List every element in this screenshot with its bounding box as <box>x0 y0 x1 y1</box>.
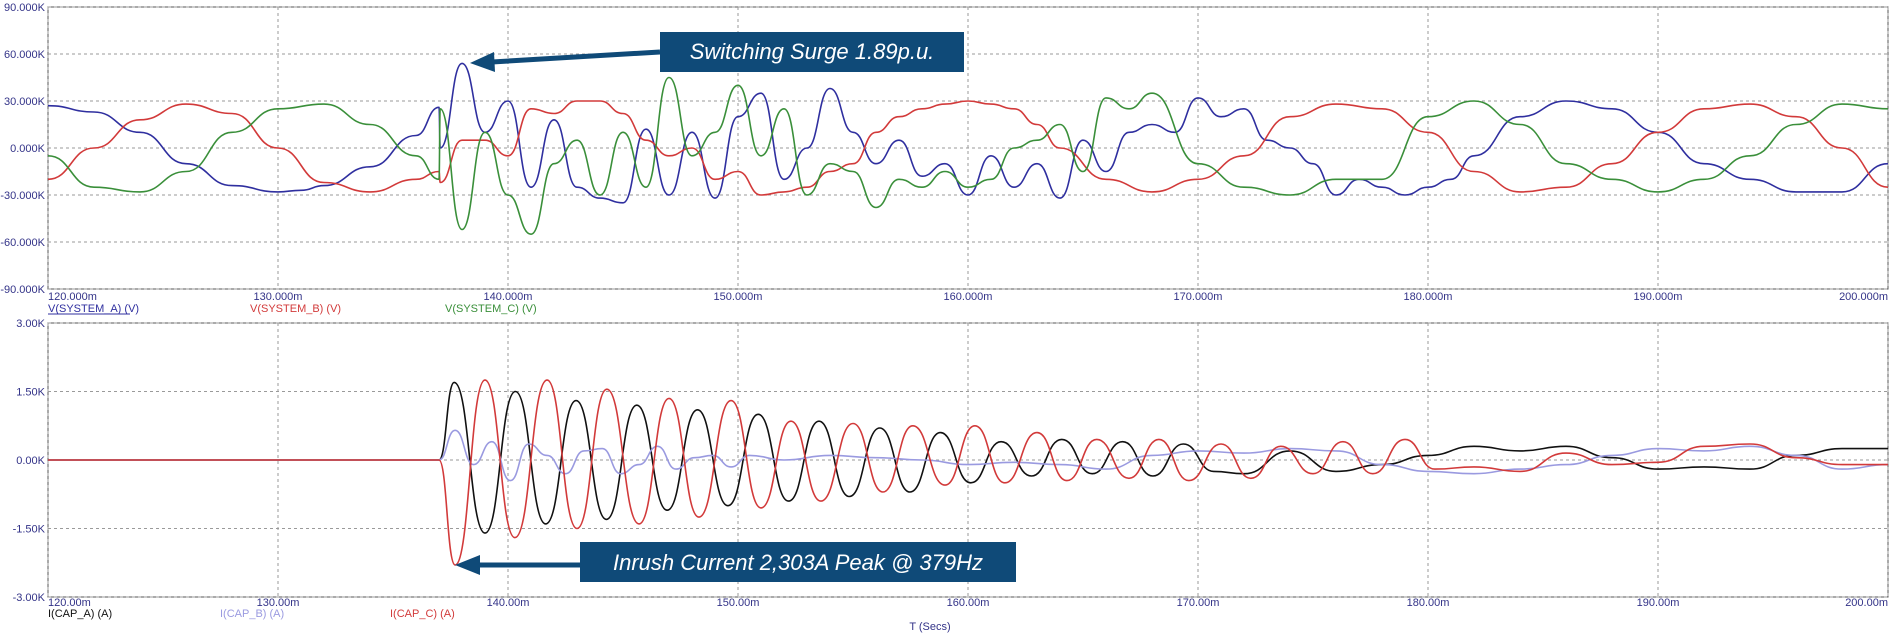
x-tick-label: 140.000m <box>484 291 533 303</box>
inrush-callout-text: Inrush Current 2,303A Peak @ 379Hz <box>613 550 983 575</box>
x-tick-label: 200.00m <box>1845 597 1888 609</box>
y-tick-label: -90.000K <box>0 284 45 296</box>
y-tick-label: 1.50K <box>16 387 45 399</box>
x-tick-label: 190.00m <box>1637 597 1680 609</box>
x-tick-label: 160.000m <box>944 291 993 303</box>
y-tick-label: 3.00K <box>16 318 45 330</box>
x-tick-label: 140.00m <box>487 597 530 609</box>
legend-entry: V(SYSTEM_A) (V) <box>48 303 139 315</box>
x-tick-label: 170.000m <box>1174 291 1223 303</box>
y-tick-label: 30.000K <box>4 96 46 108</box>
x-tick-label: 160.00m <box>947 597 990 609</box>
current-chart: 120.00m 130.00m 140.00m 150.00m 160.00m 170.0… <box>13 318 1889 633</box>
voltage-tick-labels: 120.000m 130.000m 140.000m 150.000m 160.000m… <box>0 2 1888 303</box>
voltage-series <box>47 62 1889 236</box>
inrush-callout-box <box>580 542 1016 582</box>
inrush-current-callout: Inrush Current 2,303A Peak @ 379Hz <box>455 542 1016 582</box>
y-tick-label: 0.000K <box>10 143 46 155</box>
series-line-2 <box>47 429 1889 482</box>
current-legend: I(CAP_A) (A) I(CAP_B) (A) I(CAP_C) (A) <box>48 608 455 620</box>
series-line-1 <box>47 381 1888 534</box>
x-axis-title: T (Secs) <box>909 621 950 633</box>
x-tick-label: 170.00m <box>1177 597 1220 609</box>
x-tick-label: 180.00m <box>1407 597 1450 609</box>
y-tick-label: 60.000K <box>4 49 46 61</box>
x-tick-label: 190.000m <box>1634 291 1683 303</box>
series-line-3 <box>47 76 1889 236</box>
x-tick-label: 200.000m <box>1839 291 1888 303</box>
y-tick-label: 90.000K <box>4 2 46 14</box>
y-tick-label: -1.50K <box>13 524 46 536</box>
series-line-3 <box>47 379 1888 566</box>
voltage-legend: V(SYSTEM_A) (V) V(SYSTEM_B) (V) V(SYSTEM_C… <box>48 303 537 315</box>
y-tick-label: -30.000K <box>0 190 45 202</box>
surge-arrow-head <box>470 52 495 72</box>
x-tick-label: 150.00m <box>717 597 760 609</box>
surge-callout-box <box>660 32 964 72</box>
x-tick-label: 180.000m <box>1404 291 1453 303</box>
y-tick-label: 0.00K <box>16 455 45 467</box>
y-tick-label: -60.000K <box>0 237 45 249</box>
x-tick-label: 150.000m <box>714 291 763 303</box>
legend-entry: V(SYSTEM_C) (V) <box>445 303 537 315</box>
y-tick-label: -3.00K <box>13 592 46 604</box>
current-tick-labels: 120.00m 130.00m 140.00m 150.00m 160.00m 170.0… <box>13 318 1888 609</box>
x-tick-label: 120.00m <box>48 597 91 609</box>
voltage-chart: 120.000m 130.000m 140.000m 150.000m 160.000m… <box>0 2 1889 315</box>
x-tick-label: 130.000m <box>254 291 303 303</box>
inrush-arrow-head <box>455 555 480 575</box>
current-series <box>47 379 1889 566</box>
voltage-grid <box>47 6 1889 290</box>
legend-entry: I(CAP_C) (A) <box>390 608 455 620</box>
legend-entry: I(CAP_B) (A) <box>220 608 284 620</box>
switching-surge-callout: Switching Surge 1.89p.u. <box>470 32 964 72</box>
x-tick-label: 130.00m <box>257 597 300 609</box>
x-tick-label: 120.000m <box>48 291 97 303</box>
legend-entry: I(CAP_A) (A) <box>48 608 112 620</box>
surge-arrow-line <box>491 49 661 65</box>
legend-entry: V(SYSTEM_B) (V) <box>250 303 341 315</box>
surge-callout-text: Switching Surge 1.89p.u. <box>690 39 935 64</box>
